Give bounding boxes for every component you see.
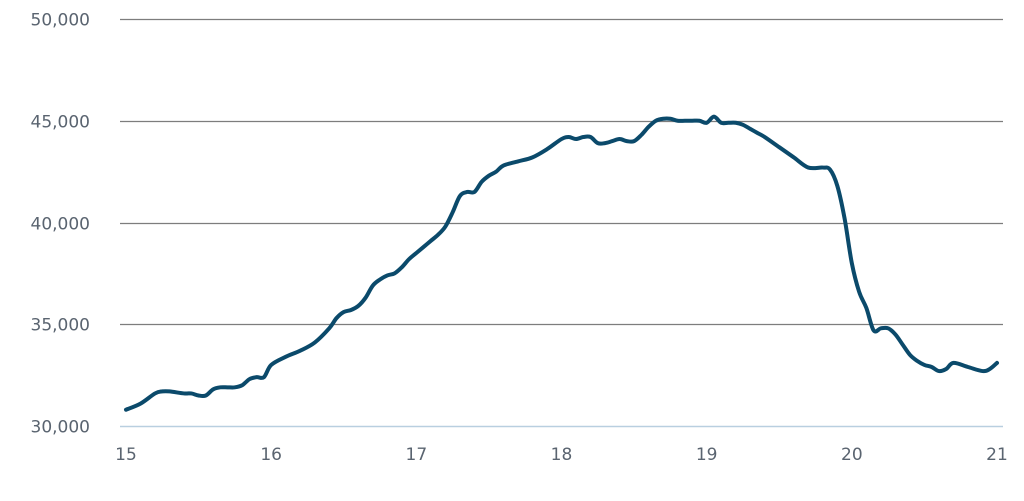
- y-tick-label: 35,000: [31, 316, 90, 336]
- x-axis-tick-labels: 15 16 17 18 19 20 21: [115, 445, 1008, 465]
- y-axis-tick-labels: 30,000 35,000 40,000 45,000 50,000: [31, 11, 90, 438]
- x-tick-label: 18: [551, 445, 573, 465]
- gridlines: [120, 18, 1003, 428]
- y-tick-label: 30,000: [31, 418, 90, 438]
- x-tick-label: 19: [696, 445, 718, 465]
- y-tick-label: 45,000: [31, 113, 90, 133]
- x-tick-label: 20: [841, 445, 863, 465]
- series-line: [124, 114, 999, 412]
- x-tick-label: 17: [406, 445, 428, 465]
- x-tick-label: 15: [115, 445, 137, 465]
- y-tick-label: 40,000: [31, 215, 90, 235]
- series-layer: [124, 114, 999, 412]
- y-tick-label: 50,000: [31, 11, 90, 31]
- x-tick-label: 21: [986, 445, 1008, 465]
- x-tick-label: 16: [260, 445, 282, 465]
